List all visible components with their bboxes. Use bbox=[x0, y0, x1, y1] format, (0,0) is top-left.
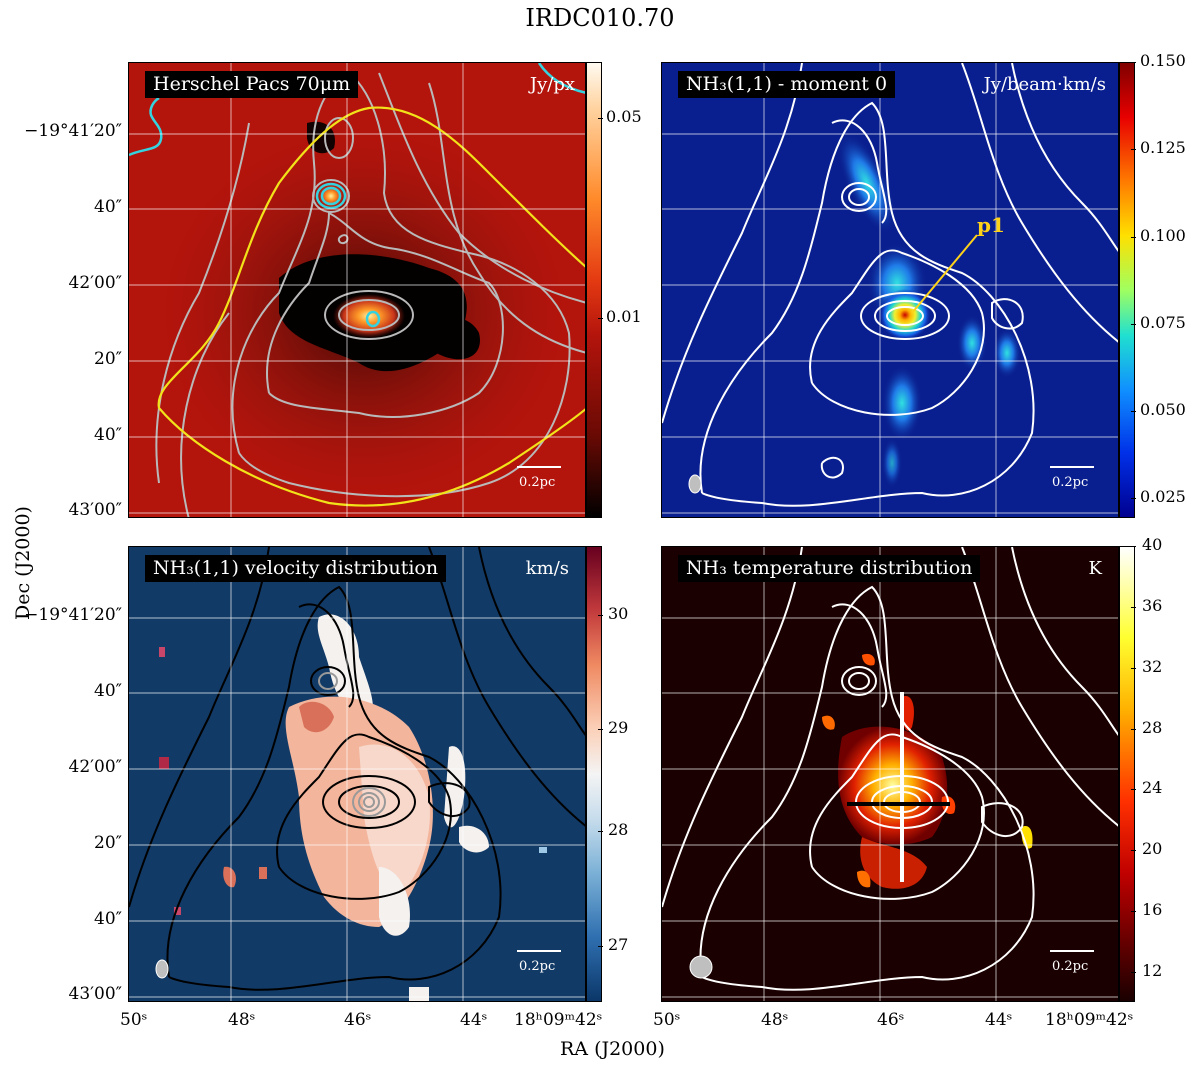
y-tick-label: 42′00″ bbox=[68, 757, 122, 777]
y-tick-label: 20″ bbox=[94, 833, 122, 853]
colorbar-tick: 28 bbox=[608, 820, 629, 839]
scale-bar bbox=[517, 466, 561, 468]
y-tick-label: 43′00″ bbox=[68, 984, 122, 1004]
x-tick-label: 48ˢ bbox=[761, 1010, 789, 1030]
colorbar-temperature bbox=[1119, 546, 1135, 1002]
x-tick-label: 46ˢ bbox=[877, 1010, 905, 1030]
y-tick-label: −19°41′20″ bbox=[24, 605, 122, 625]
panel-temperature: NH₃ temperature distribution K 0.2pc bbox=[661, 546, 1119, 1002]
scale-bar-label: 0.2pc bbox=[1052, 959, 1089, 974]
scale-bar-label: 0.2pc bbox=[519, 475, 556, 490]
scale-bar bbox=[1050, 950, 1094, 952]
colorbar-pacs70 bbox=[586, 62, 602, 518]
x-tick-label: 18ʰ09ᵐ42ˢ bbox=[514, 1010, 603, 1030]
y-tick-label: 40″ bbox=[94, 681, 122, 701]
colorbar-tick: 36 bbox=[1142, 596, 1163, 615]
colorbar-tick: 0.01 bbox=[606, 307, 642, 326]
colorbar-tick: 27 bbox=[608, 935, 629, 954]
y-tick-label: 42′00″ bbox=[68, 273, 122, 293]
pacs70-map bbox=[129, 63, 585, 517]
panel-label: NH₃(1,1) - moment 0 bbox=[678, 71, 896, 98]
scale-bar-label: 0.2pc bbox=[1052, 475, 1089, 490]
x-tick-label: 46ˢ bbox=[344, 1010, 372, 1030]
colorbar-tick: 30 bbox=[608, 604, 629, 623]
colorbar-tick: 0.050 bbox=[1140, 400, 1186, 419]
x-tick-label: 50ˢ bbox=[653, 1010, 681, 1030]
colorbar-tick: 0.125 bbox=[1140, 138, 1186, 157]
unit-label: Jy/px bbox=[529, 74, 575, 95]
unit-label: K bbox=[1088, 558, 1102, 579]
beam-ellipse bbox=[689, 955, 713, 979]
moment0-map bbox=[662, 63, 1118, 517]
figure-title: IRDC010.70 bbox=[525, 4, 675, 32]
colorbar-velocity bbox=[586, 546, 602, 1002]
colorbar-tick: 28 bbox=[1142, 718, 1163, 737]
beam-ellipse bbox=[155, 959, 169, 979]
panel-moment0: NH₃(1,1) - moment 0 Jy/beam·km/s p1 0.2p… bbox=[661, 62, 1119, 518]
y-tick-label: 40″ bbox=[94, 909, 122, 929]
x-axis-title: RA (J2000) bbox=[560, 1038, 665, 1060]
panel-label: Herschel Pacs 70μm bbox=[145, 71, 359, 98]
scale-bar bbox=[517, 950, 561, 952]
y-tick-label: 40″ bbox=[94, 425, 122, 445]
colorbar-tick: 0.025 bbox=[1140, 487, 1186, 506]
colorbar-tick: 29 bbox=[608, 718, 629, 737]
velocity-map bbox=[129, 547, 585, 1001]
colorbar-tick: 0.100 bbox=[1140, 226, 1186, 245]
x-tick-label: 18ʰ09ᵐ42ˢ bbox=[1045, 1010, 1134, 1030]
colorbar-tick: 40 bbox=[1142, 535, 1163, 554]
colorbar-tick: 24 bbox=[1142, 778, 1163, 797]
x-tick-label: 44ˢ bbox=[985, 1010, 1013, 1030]
panel-velocity: NH₃(1,1) velocity distribution km/s 0.2p… bbox=[128, 546, 586, 1002]
x-tick-label: 50ˢ bbox=[120, 1010, 148, 1030]
colorbar-tick: 0.150 bbox=[1140, 51, 1186, 70]
colorbar-tick: 20 bbox=[1142, 839, 1163, 858]
beam-ellipse bbox=[688, 474, 702, 494]
colorbar-tick: 0.075 bbox=[1140, 313, 1186, 332]
colorbar-tick: 12 bbox=[1142, 961, 1163, 980]
unit-label: Jy/beam·km/s bbox=[983, 74, 1106, 95]
scale-bar bbox=[1050, 466, 1094, 468]
temperature-map bbox=[662, 547, 1118, 1001]
y-tick-label: 43′00″ bbox=[68, 500, 122, 520]
x-tick-label: 48ˢ bbox=[228, 1010, 256, 1030]
scale-bar-label: 0.2pc bbox=[519, 959, 556, 974]
x-tick-label: 44ˢ bbox=[460, 1010, 488, 1030]
p1-annotation: p1 bbox=[977, 213, 1005, 237]
panel-label: NH₃(1,1) velocity distribution bbox=[145, 555, 447, 582]
unit-label: km/s bbox=[525, 558, 569, 579]
y-tick-label: 20″ bbox=[94, 349, 122, 369]
colorbar-tick: 32 bbox=[1142, 657, 1163, 676]
colorbar-tick: 16 bbox=[1142, 900, 1163, 919]
colorbar-tick: 0.05 bbox=[606, 107, 642, 126]
y-tick-label: −19°41′20″ bbox=[24, 121, 122, 141]
y-tick-label: 40″ bbox=[94, 197, 122, 217]
panel-pacs70: Herschel Pacs 70μm Jy/px 0.2pc bbox=[128, 62, 586, 518]
colorbar-moment0 bbox=[1119, 62, 1135, 518]
panel-label: NH₃ temperature distribution bbox=[678, 555, 981, 582]
y-axis-title: Dec (J2000) bbox=[11, 506, 34, 620]
